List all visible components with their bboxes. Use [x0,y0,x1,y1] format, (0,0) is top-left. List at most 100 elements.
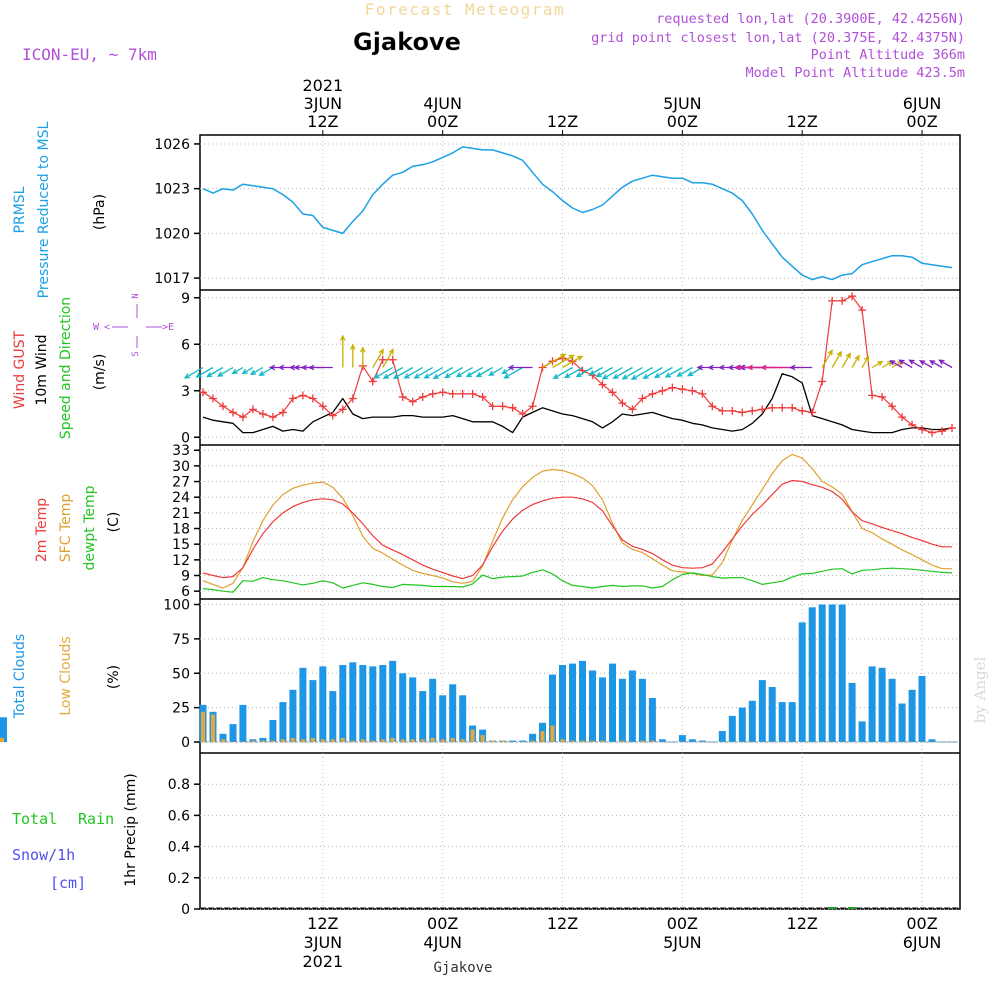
y-tick-label: 6 [181,337,190,353]
wind-arrow [542,353,567,369]
gust-marker [798,406,807,415]
wind-arrow [216,366,234,377]
gust-marker [848,292,857,301]
low-cloud-bar [480,735,485,742]
bottom-time-label: 2021 [302,952,343,971]
total-cloud-bar [289,689,297,743]
low-cloud-bar [590,740,595,742]
y-tick-label: 24 [172,490,190,506]
wind-arrow [595,366,613,378]
total-cloud-bar [359,665,367,742]
compass-e: E [168,322,174,333]
watermark: by Angel [971,656,989,723]
gust-marker [598,380,607,389]
wind-arrow [475,366,493,378]
total-cloud-bar [589,670,596,742]
temp-dewpt-line [202,567,953,593]
low-cloud-bar [420,739,425,743]
top-time-label: 00Z [427,112,458,131]
low-clouds-label: Low Clouds [58,636,74,715]
total-cloud-bar [219,733,227,743]
wind-panel: 0 3 6 9 [181,291,960,446]
gust-marker [388,355,397,364]
gust-marker [428,389,437,398]
gust-marker [748,406,757,415]
svg-text:<: < [104,322,110,333]
top-time-label: 5JUN [663,94,702,113]
bottom-time-label: 00Z [667,914,698,933]
total-cloud-bar [778,702,786,742]
low-cloud-bar [430,737,435,742]
low-cloud-bar [320,739,325,743]
gust-marker [648,389,657,398]
chart-frame [199,134,961,910]
pressure-unit: (hPa) [92,194,108,230]
gust-marker [618,399,627,408]
total-cloud-bar [389,660,397,742]
low-cloud-bar [250,740,255,742]
total-cloud-bar [429,678,437,743]
total-cloud-bar [269,720,277,742]
total-cloud-bar [329,691,337,742]
gust-marker [908,420,917,429]
total-cloud-bar [798,622,806,742]
y-tick-label: 21 [172,506,190,522]
total-cloud-bar [399,673,407,743]
wind-arrow [382,348,394,368]
low-cloud-bar [470,729,475,742]
y-tick-label: 0.6 [168,808,190,824]
gust-marker [738,408,747,417]
pressure-msl-label: Pressure Reduced to MSL [36,121,52,298]
total-cloud-bar [609,663,616,742]
total-cloud-bar [0,717,7,743]
top-time-label: 4JUN [423,94,462,113]
low-cloud-bar [221,739,225,743]
gust-marker [518,410,527,418]
precip-panel: 0 0.2 0.4 0.6 0.8 [168,777,960,918]
total-cloud-bar [758,680,766,742]
gust-marker [308,394,317,403]
wind-arrow [881,360,894,369]
gust-marker [238,413,247,422]
gust-marker [938,427,947,436]
total-cloud-bar [698,740,706,742]
model-label: ICON-EU, ~ 7km [22,45,157,64]
wind-arrow [642,366,663,380]
wind-arrow [350,343,356,368]
gust-marker [808,408,817,417]
y-tick-label: 33 [172,443,190,459]
top-time-label: 6JUN [903,94,942,113]
gust-marker [758,405,767,414]
total-cloud-bar [768,687,776,742]
wind-arrow [307,364,333,371]
y-tick-label: 6 [181,584,190,600]
top-time-label: 00Z [667,112,698,131]
gust-marker [928,428,937,437]
low-cloud-bar [330,739,335,743]
top-time-label: 3JUN [304,94,343,113]
wind-arrow [413,366,434,379]
wind-arrow [575,366,593,378]
wind-dir-label: Speed and Direction [58,297,74,439]
gust-marker [478,392,487,401]
compass-rose: N S W E < > [93,293,174,356]
gust-marker [698,389,707,398]
total-cloud-bar [569,663,576,742]
total-cloud-bar [419,691,427,742]
gust-marker [778,403,787,412]
total-cloud-bar [259,737,267,742]
gust-marker [288,394,297,403]
bottom-time-label: 12Z [787,914,818,933]
wind-arrow [621,366,643,380]
total-cloud-bar [848,682,856,742]
bottom-time-label: 12Z [547,914,578,933]
low-cloud-bar [570,740,575,742]
wind-arrow [552,354,575,369]
total-cloud-bar [579,660,586,742]
top-time-label: 12Z [307,112,338,131]
low-cloud-bar [310,737,315,742]
gust-marker [418,392,427,401]
total-cloud-bar [918,676,926,742]
total-cloud-bar [858,721,866,742]
